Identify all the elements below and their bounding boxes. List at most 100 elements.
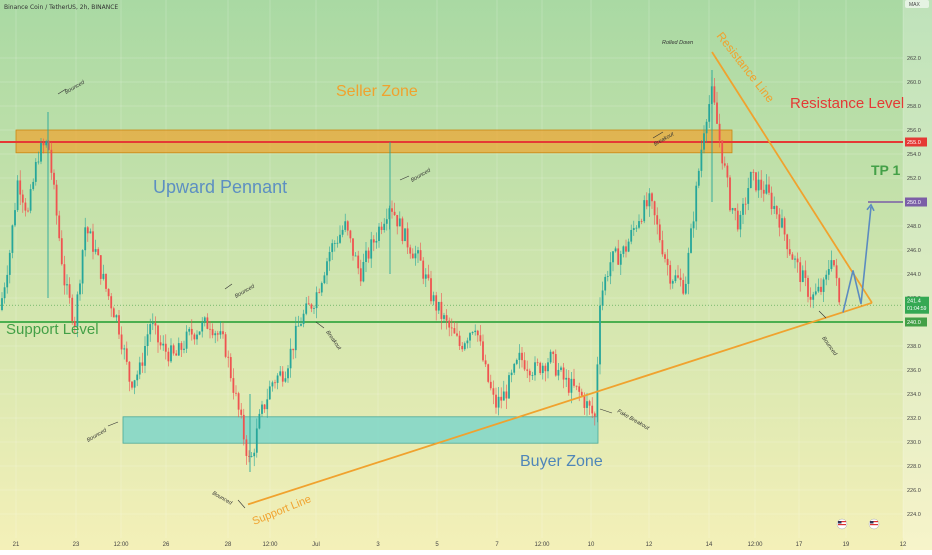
candle-body bbox=[149, 324, 152, 335]
price-tick-label: 228.0 bbox=[907, 464, 921, 470]
candle-body bbox=[528, 370, 531, 376]
candle-body bbox=[573, 378, 575, 386]
candle-body bbox=[783, 218, 786, 235]
candle-body bbox=[825, 274, 828, 280]
candle-body bbox=[601, 290, 604, 306]
candle-body bbox=[125, 348, 128, 362]
resistance-trendline[interactable] bbox=[711, 51, 873, 304]
support-trendline[interactable] bbox=[247, 301, 873, 506]
support-level-label: Support Level bbox=[6, 321, 99, 338]
candle-body bbox=[435, 295, 438, 311]
candle-body bbox=[645, 200, 648, 207]
candle-body bbox=[697, 170, 700, 186]
candle-body bbox=[786, 234, 789, 250]
candle-body bbox=[744, 203, 747, 205]
candle-body bbox=[110, 296, 113, 309]
candle-body bbox=[138, 362, 141, 375]
candle-body bbox=[323, 275, 326, 284]
candle-body bbox=[677, 275, 679, 278]
us-flag-icon-1[interactable] bbox=[836, 518, 848, 530]
candle-body bbox=[679, 277, 682, 281]
us-flag-icon-2[interactable] bbox=[868, 518, 880, 530]
candle-body bbox=[89, 231, 92, 234]
time-tick-label: 28 bbox=[225, 542, 232, 548]
candle-body bbox=[471, 332, 474, 334]
candle-body bbox=[359, 268, 362, 282]
candle-body bbox=[796, 258, 799, 263]
candle-body bbox=[107, 288, 110, 297]
candle-body bbox=[547, 362, 549, 372]
candle-body bbox=[557, 369, 560, 376]
candle-body bbox=[549, 351, 552, 363]
buyer-zone[interactable] bbox=[122, 416, 599, 444]
candle-body bbox=[469, 333, 471, 341]
candle-body bbox=[346, 221, 349, 231]
candle-body bbox=[762, 189, 765, 194]
candle-body bbox=[274, 382, 276, 384]
candle-body bbox=[253, 452, 256, 457]
candle-body bbox=[794, 258, 796, 260]
candle-body bbox=[112, 308, 115, 318]
candle-body bbox=[736, 210, 739, 230]
candle-body bbox=[614, 248, 617, 252]
candle-body bbox=[398, 218, 401, 227]
price-tick-label: 234.0 bbox=[907, 392, 921, 398]
candle-body bbox=[479, 335, 482, 342]
candle-body bbox=[190, 328, 193, 335]
candle-body bbox=[229, 357, 232, 379]
candle-body bbox=[237, 393, 240, 410]
candle-body bbox=[487, 364, 490, 382]
time-tick-label: 12 bbox=[900, 542, 907, 548]
candle-body bbox=[60, 238, 63, 265]
candle-body bbox=[445, 315, 448, 321]
candle-body bbox=[279, 371, 282, 376]
candle-body bbox=[209, 328, 211, 330]
candle-body bbox=[427, 274, 430, 279]
candle-body bbox=[326, 261, 328, 276]
projection-path[interactable] bbox=[842, 206, 872, 313]
svg-text:250.0: 250.0 bbox=[907, 200, 921, 206]
candle-body bbox=[588, 401, 591, 406]
price-tick-label: 258.0 bbox=[907, 104, 921, 110]
candle-body bbox=[432, 295, 435, 302]
candle-body bbox=[440, 301, 443, 319]
projection-arrow-head bbox=[866, 203, 875, 212]
candle-body bbox=[175, 353, 178, 356]
candle-body bbox=[656, 215, 659, 225]
candle-body bbox=[801, 270, 804, 282]
candle-body bbox=[742, 203, 744, 215]
candle-body bbox=[690, 228, 692, 253]
candle-body bbox=[661, 240, 664, 255]
candle-body bbox=[250, 456, 253, 458]
candle-body bbox=[357, 255, 360, 269]
candle-body bbox=[162, 343, 165, 346]
candle-body bbox=[567, 377, 570, 393]
candle-body bbox=[716, 102, 718, 124]
candle-body bbox=[622, 246, 625, 254]
candle-body bbox=[749, 171, 752, 189]
candle-body bbox=[770, 192, 773, 209]
price-tick-label: 230.0 bbox=[907, 440, 921, 446]
candle-body bbox=[609, 262, 612, 277]
price-axis[interactable] bbox=[903, 0, 932, 550]
candle-body bbox=[245, 439, 248, 456]
candle-body bbox=[352, 238, 354, 256]
candle-body bbox=[94, 249, 97, 252]
candle-body bbox=[81, 250, 84, 284]
candle-body bbox=[476, 330, 479, 336]
candle-body bbox=[105, 273, 107, 289]
price-tick-label: 244.0 bbox=[907, 272, 921, 278]
candle-body bbox=[131, 381, 133, 388]
candle-body bbox=[778, 214, 781, 228]
candle-body bbox=[328, 252, 331, 262]
candle-body bbox=[66, 284, 68, 286]
candle-body bbox=[617, 248, 620, 265]
candle-body bbox=[684, 283, 687, 294]
note-arrow bbox=[107, 421, 119, 427]
candle-body bbox=[424, 274, 427, 279]
candle-body bbox=[838, 278, 841, 303]
candle-body bbox=[648, 193, 651, 207]
